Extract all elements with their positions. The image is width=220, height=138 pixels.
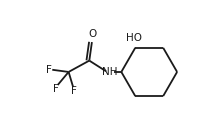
Text: NH: NH xyxy=(102,67,118,77)
Text: F: F xyxy=(53,84,59,94)
Text: F: F xyxy=(46,65,52,75)
Text: F: F xyxy=(71,86,77,96)
Text: HO: HO xyxy=(126,33,142,43)
Text: O: O xyxy=(88,29,97,39)
